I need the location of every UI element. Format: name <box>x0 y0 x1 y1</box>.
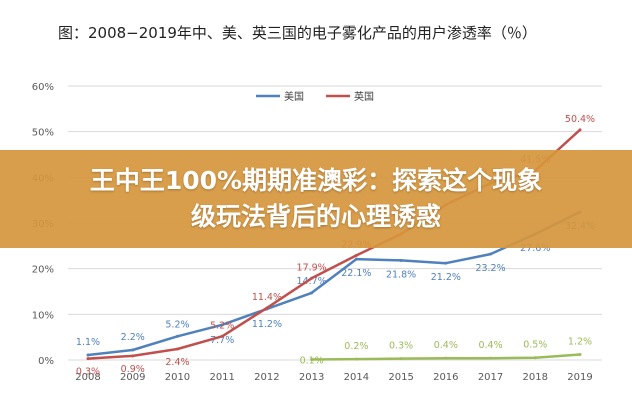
data-point <box>399 258 403 262</box>
data-point <box>86 353 90 357</box>
y-tick-label: 20% <box>32 265 54 276</box>
data-label: 0.5% <box>523 340 547 351</box>
x-tick-label: 2014 <box>344 372 369 383</box>
data-point <box>489 252 493 256</box>
legend-label: 美国 <box>284 90 304 103</box>
figure-title: 图：2008−2019年中、美、英三国的电子雾化产品的用户渗透率（％） <box>58 24 537 42</box>
data-label: 0.3% <box>76 367 100 378</box>
data-label: 0.9% <box>121 364 145 375</box>
data-label: 11.2% <box>252 319 282 330</box>
x-tick-label: 2015 <box>388 372 413 383</box>
x-tick-label: 2019 <box>567 372 592 383</box>
data-point <box>310 291 314 295</box>
data-point <box>444 356 448 360</box>
y-tick-label: 10% <box>32 310 54 321</box>
data-label: 27.6% <box>520 243 550 254</box>
x-tick-label: 2018 <box>523 372 548 383</box>
x-tick-label: 2009 <box>120 372 145 383</box>
banner-line-2: 级玩法背后的心理诱惑 <box>190 202 441 231</box>
data-point <box>444 261 448 265</box>
data-point <box>399 357 403 361</box>
data-point <box>265 306 269 310</box>
data-point <box>578 353 582 357</box>
data-label: 1.2% <box>568 337 592 348</box>
x-tick-label: 2016 <box>433 372 458 383</box>
y-tick-label: 60% <box>32 82 54 93</box>
data-point <box>489 356 493 360</box>
data-label: 0.4% <box>478 340 502 351</box>
data-label: 11.4% <box>252 292 282 303</box>
x-tick-label: 2013 <box>299 372 324 383</box>
data-point <box>578 128 582 132</box>
data-point <box>220 334 224 338</box>
data-label: 0.1% <box>300 356 324 367</box>
data-label: 17.9% <box>297 262 327 273</box>
data-label: 22.1% <box>341 268 371 279</box>
data-point <box>310 276 314 280</box>
data-point <box>220 323 224 327</box>
banner-line-1: 王中王100%期期准澳彩：探索这个现象 <box>89 166 543 195</box>
x-tick-label: 2011 <box>209 372 234 383</box>
data-label: 7.7% <box>210 335 234 346</box>
data-label: 0.2% <box>344 341 368 352</box>
data-point <box>310 358 314 362</box>
data-point <box>354 253 358 257</box>
data-label: 2.2% <box>121 332 145 343</box>
data-point <box>354 357 358 361</box>
data-point <box>533 356 537 360</box>
data-label: 5.2% <box>210 320 234 331</box>
data-label: 14.7% <box>297 276 327 287</box>
x-tick-label: 2017 <box>478 372 503 383</box>
overlay-banner: 王中王100%期期准澳彩：探索这个现象 级玩法背后的心理诱惑 <box>0 150 632 248</box>
series-line <box>86 210 582 357</box>
data-point <box>175 347 179 351</box>
y-tick-label: 50% <box>32 128 54 139</box>
x-tick-label: 2008 <box>75 372 100 383</box>
data-label: 23.2% <box>475 263 505 274</box>
data-label: 0.3% <box>389 341 413 352</box>
data-point <box>354 257 358 261</box>
data-label: 5.2% <box>165 319 189 330</box>
data-label: 50.4% <box>565 114 595 125</box>
data-label: 21.2% <box>431 272 461 283</box>
data-label: 0.4% <box>434 340 458 351</box>
data-point <box>131 348 135 352</box>
data-point <box>175 334 179 338</box>
data-label: 1.1% <box>76 337 100 348</box>
y-tick-label: 0% <box>38 356 54 367</box>
data-label: 21.8% <box>386 269 416 280</box>
data-point <box>86 357 90 361</box>
data-point <box>131 354 135 358</box>
data-label: 2.4% <box>165 357 189 368</box>
legend-label: 英国 <box>354 90 374 103</box>
x-tick-label: 2012 <box>254 372 279 383</box>
x-tick-label: 2010 <box>165 372 190 383</box>
